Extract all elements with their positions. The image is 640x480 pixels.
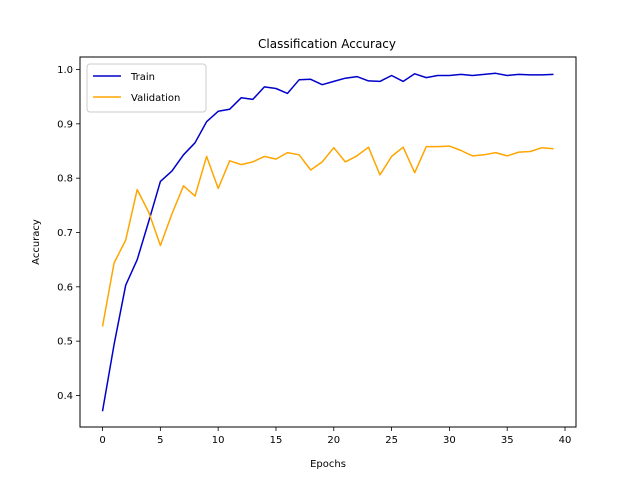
legend-label-train: Train — [130, 72, 155, 83]
y-tick-label: 0.8 — [57, 174, 73, 185]
x-tick-label: 10 — [212, 435, 225, 446]
x-tick-label: 35 — [501, 435, 514, 446]
y-tick-label: 0.7 — [57, 228, 73, 239]
legend-label-validation: Validation — [131, 93, 180, 104]
y-tick-label: 0.9 — [57, 119, 73, 130]
y-tick-label: 0.6 — [57, 282, 73, 293]
series-line-train — [101, 72, 554, 412]
y-axis: 0.4 0.5 0.6 0.7 0.8 0.9 1.0 — [57, 65, 80, 402]
x-tick-label: 30 — [443, 435, 456, 446]
legend: Train Validation — [86, 63, 207, 113]
y-tick-label: 0.4 — [57, 391, 73, 402]
x-tick-label: 25 — [385, 435, 398, 446]
axes-frame — [79, 56, 577, 428]
x-tick-label: 5 — [157, 435, 163, 446]
y-tick-label: 0.5 — [57, 337, 73, 348]
x-tick-label: 20 — [327, 435, 340, 446]
x-axis: 0 5 10 15 20 25 30 35 40 — [99, 427, 571, 446]
y-axis-label: Accuracy — [31, 219, 42, 265]
x-axis-label: Epochs — [310, 459, 346, 470]
x-tick-label: 15 — [270, 435, 283, 446]
x-tick-label: 0 — [99, 435, 105, 446]
plot-area — [101, 72, 554, 412]
y-tick-label: 1.0 — [57, 65, 73, 76]
chart-title: Classification Accuracy — [258, 37, 396, 51]
x-tick-label: 40 — [559, 435, 572, 446]
series-line-validation — [101, 145, 554, 327]
